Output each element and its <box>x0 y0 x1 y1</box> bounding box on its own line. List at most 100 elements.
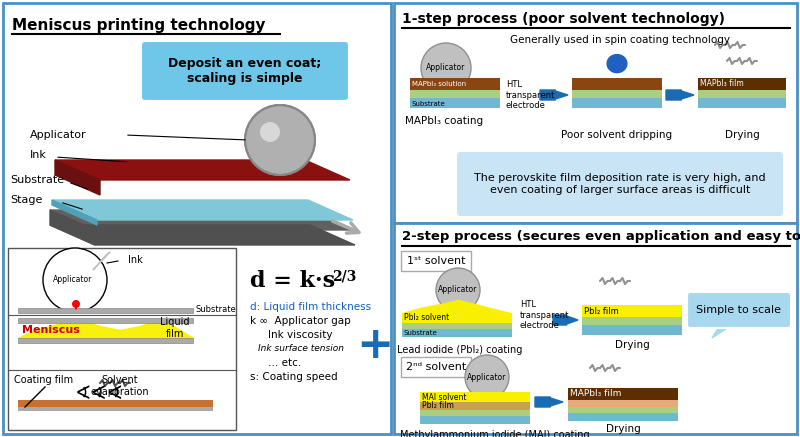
Polygon shape <box>55 160 350 180</box>
Polygon shape <box>607 55 627 73</box>
Bar <box>582 317 682 325</box>
FancyBboxPatch shape <box>141 41 349 101</box>
Text: 1-step process (poor solvent technology): 1-step process (poor solvent technology) <box>402 12 725 26</box>
Text: Applicator: Applicator <box>54 275 93 284</box>
Text: 1ˢᵗ solvent: 1ˢᵗ solvent <box>406 256 466 266</box>
FancyArrow shape <box>553 315 578 325</box>
Polygon shape <box>52 200 353 220</box>
Circle shape <box>465 355 509 399</box>
Text: Substrate: Substrate <box>196 305 237 315</box>
FancyBboxPatch shape <box>401 357 471 377</box>
Text: Substrate: Substrate <box>404 330 438 336</box>
Text: k ∞  Applicator gap: k ∞ Applicator gap <box>250 316 350 326</box>
Circle shape <box>436 268 480 312</box>
Text: Applicator: Applicator <box>30 130 86 140</box>
Text: Deposit an even coat;
scaling is simple: Deposit an even coat; scaling is simple <box>168 57 322 85</box>
Text: MAPbI₃ coating: MAPbI₃ coating <box>405 116 483 126</box>
Bar <box>568 413 678 421</box>
Circle shape <box>245 105 315 175</box>
Bar <box>420 402 530 410</box>
Text: Applicator: Applicator <box>438 285 478 295</box>
Circle shape <box>72 300 80 308</box>
Bar <box>698 78 786 90</box>
Text: Applicator: Applicator <box>467 372 506 382</box>
Bar <box>8 248 236 430</box>
Bar <box>394 3 797 223</box>
Bar <box>698 90 786 98</box>
Text: PbI₂ solvent: PbI₂ solvent <box>404 313 450 323</box>
Text: Meniscus: Meniscus <box>22 325 80 335</box>
FancyBboxPatch shape <box>457 152 783 216</box>
FancyArrow shape <box>540 90 568 100</box>
Text: Simple to scale: Simple to scale <box>697 305 782 315</box>
Polygon shape <box>55 160 100 195</box>
Polygon shape <box>50 210 355 230</box>
Polygon shape <box>712 325 732 338</box>
Text: MAPbI₃ solution: MAPbI₃ solution <box>412 81 466 87</box>
Text: +: + <box>356 323 394 367</box>
Polygon shape <box>52 200 97 225</box>
Text: Ink viscosity: Ink viscosity <box>268 330 333 340</box>
Bar <box>568 388 678 400</box>
Text: Solvent
evaporation: Solvent evaporation <box>90 375 150 397</box>
Text: Liquid
film: Liquid film <box>160 317 190 339</box>
Text: Ink: Ink <box>30 150 47 160</box>
Text: Stage: Stage <box>10 195 42 205</box>
Text: 2-step process (secures even application and easy to scale): 2-step process (secures even application… <box>402 230 800 243</box>
Text: Meniscus printing technology: Meniscus printing technology <box>12 18 266 33</box>
Polygon shape <box>50 225 355 245</box>
Bar <box>410 90 500 98</box>
Bar <box>698 98 786 108</box>
Bar <box>420 416 530 424</box>
Circle shape <box>260 122 280 142</box>
Text: The perovskite film deposition rate is very high, and
even coating of larger sur: The perovskite film deposition rate is v… <box>474 173 766 195</box>
FancyBboxPatch shape <box>401 251 471 271</box>
Bar <box>572 98 662 108</box>
Polygon shape <box>93 252 110 270</box>
Text: HTL
transparent
electrode: HTL transparent electrode <box>506 80 555 110</box>
Text: 2ⁿᵈ solvent: 2ⁿᵈ solvent <box>406 362 466 372</box>
Circle shape <box>43 248 107 312</box>
Text: Substrate: Substrate <box>412 101 446 107</box>
FancyBboxPatch shape <box>687 292 791 328</box>
Text: … etc.: … etc. <box>268 358 302 368</box>
Text: Applicator: Applicator <box>426 63 466 73</box>
Circle shape <box>421 43 471 93</box>
FancyArrow shape <box>535 397 563 407</box>
Bar <box>18 407 213 411</box>
Bar <box>572 90 662 98</box>
Text: Drying: Drying <box>725 130 759 140</box>
Bar <box>568 400 678 407</box>
Bar <box>582 305 682 317</box>
Bar <box>18 308 193 313</box>
Bar <box>582 325 682 335</box>
Text: MAI solvent: MAI solvent <box>422 392 466 402</box>
Polygon shape <box>50 210 95 245</box>
Text: d: Liquid film thickness: d: Liquid film thickness <box>250 302 371 312</box>
Text: MAPbI₃ film: MAPbI₃ film <box>570 389 622 399</box>
Text: Methylammonium iodide (MAI) coating: Methylammonium iodide (MAI) coating <box>400 430 590 437</box>
Bar <box>18 318 193 323</box>
Text: Substrate: Substrate <box>10 175 64 185</box>
Bar <box>410 98 500 108</box>
Bar <box>3 3 391 434</box>
Bar <box>18 400 213 407</box>
Bar <box>402 323 512 329</box>
Text: Ink surface tension: Ink surface tension <box>258 344 344 353</box>
Text: Drying: Drying <box>606 424 640 434</box>
Text: 2/3: 2/3 <box>332 270 356 284</box>
Text: s: Coating speed: s: Coating speed <box>250 372 338 382</box>
Text: Drying: Drying <box>614 340 650 350</box>
Bar <box>402 329 512 337</box>
Text: Lead iodide (PbI₂) coating: Lead iodide (PbI₂) coating <box>397 345 522 355</box>
Text: HTL
transparent
electrode: HTL transparent electrode <box>520 300 570 330</box>
Text: PbI₂ film: PbI₂ film <box>422 402 454 410</box>
Text: Generally used in spin coating technology: Generally used in spin coating technolog… <box>510 35 730 45</box>
Bar <box>394 223 797 434</box>
Text: Poor solvent dripping: Poor solvent dripping <box>562 130 673 140</box>
Text: PbI₂ film: PbI₂ film <box>584 306 618 316</box>
Bar <box>568 407 678 413</box>
Text: MAPbI₃ film: MAPbI₃ film <box>700 80 744 89</box>
Text: Ink: Ink <box>128 255 142 265</box>
Text: ∢∢∢: ∢∢∢ <box>75 384 124 402</box>
